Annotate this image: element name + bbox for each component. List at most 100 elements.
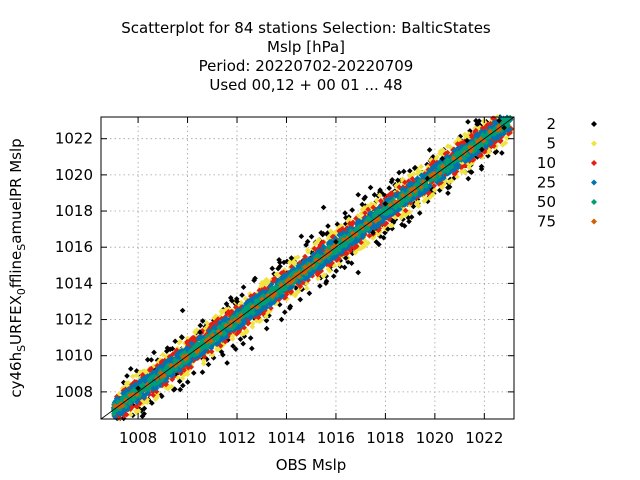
point-quantile-50 [348,233,355,240]
point-quantile-5 [399,212,405,219]
point-quantile-50 [173,366,179,372]
point-quantile-2 [499,150,505,156]
point-quantile-50 [210,339,216,346]
point-quantile-5 [415,203,422,209]
outlier-point [234,298,240,305]
point-quantile-25 [268,281,275,288]
point-quantile-2 [465,175,472,182]
point-quantile-75 [363,220,370,227]
point-quantile-10 [470,156,477,163]
point-quantile-5 [359,206,366,213]
ylabel-part-4: 0 [15,288,28,295]
point-quantile-10 [352,243,359,250]
point-quantile-25 [426,168,433,175]
point-quantile-25 [176,366,182,372]
point-quantile-50 [444,158,450,165]
point-quantile-50 [205,341,211,348]
point-quantile-10 [316,244,322,251]
point-quantile-5 [281,267,288,273]
point-quantile-2 [228,297,235,304]
point-quantile-50 [126,399,132,406]
point-quantile-10 [218,315,225,322]
point-quantile-50 [240,307,247,314]
title-line-1: Scatterplot for 84 stations Selection: B… [121,19,491,37]
point-quantile-5 [135,408,142,414]
point-quantile-2 [408,214,415,220]
point-quantile-50 [356,229,363,235]
point-quantile-5 [420,193,427,199]
point-quantile-10 [123,411,130,418]
point-quantile-5 [357,245,363,252]
point-quantile-75 [375,215,382,222]
ylabel-part-7: amuelPR Mslp [7,138,25,243]
point-quantile-50 [454,153,460,160]
y-tick-label: 1018 [55,202,93,220]
point-quantile-5 [445,143,451,150]
point-quantile-25 [465,140,472,147]
y-tick-label: 1020 [55,166,93,184]
point-quantile-5 [157,357,164,363]
outlier-point [224,360,230,366]
point-quantile-5 [430,191,436,198]
point-quantile-50 [504,122,511,128]
point-quantile-2 [151,349,157,356]
point-quantile-25 [195,336,201,342]
point-quantile-10 [473,127,479,134]
legend-marker-50 [591,199,597,205]
point-quantile-25 [133,399,140,406]
point-quantile-2 [276,301,283,308]
point-quantile-10 [390,191,396,198]
point-quantile-5 [434,154,440,161]
point-quantile-5 [312,241,318,247]
x-tick-label: 1018 [366,429,404,447]
outlier-point [370,229,376,236]
point-quantile-5 [437,183,444,189]
point-quantile-75 [238,312,245,319]
point-quantile-50 [460,147,467,153]
outlier-point [288,255,295,261]
point-quantile-5 [242,295,249,302]
point-quantile-25 [430,164,437,171]
point-quantile-50 [242,309,249,316]
point-quantile-75 [296,270,302,276]
point-quantile-2 [304,238,311,245]
point-quantile-5 [458,161,464,168]
point-quantile-10 [256,287,263,294]
point-quantile-5 [458,168,465,175]
outlier-point [179,307,186,314]
point-quantile-25 [305,257,312,264]
point-quantile-25 [211,324,218,330]
y-axis-label: cy46hSURFEX0fflineSamuelPR Mslp [7,138,28,397]
point-quantile-75 [474,138,481,145]
point-quantile-50 [269,289,275,296]
point-quantile-25 [333,253,339,260]
point-quantile-50 [230,315,237,322]
point-quantile-50 [186,351,192,357]
point-quantile-75 [206,336,212,342]
point-quantile-2 [177,386,184,393]
point-quantile-5 [374,197,380,204]
point-quantile-2 [203,356,210,362]
point-quantile-5 [213,313,219,320]
point-quantile-2 [184,379,191,385]
point-quantile-50 [393,201,399,208]
point-quantile-75 [417,184,424,190]
point-quantile-2 [400,216,406,223]
point-quantile-10 [133,403,140,410]
point-quantile-50 [449,163,455,170]
point-quantile-75 [283,278,290,285]
point-quantile-2 [478,163,485,170]
point-quantile-2 [299,286,306,292]
point-quantile-5 [274,271,281,277]
point-quantile-10 [276,296,282,303]
chart-title: Scatterplot for 84 stations Selection: B… [121,19,491,94]
point-quantile-25 [451,147,458,154]
point-quantile-10 [217,343,224,349]
point-quantile-50 [194,344,200,351]
point-quantile-5 [393,182,400,189]
point-quantile-50 [469,141,476,148]
point-quantile-50 [460,152,467,158]
point-quantile-2 [388,179,395,185]
point-quantile-25 [175,351,181,357]
